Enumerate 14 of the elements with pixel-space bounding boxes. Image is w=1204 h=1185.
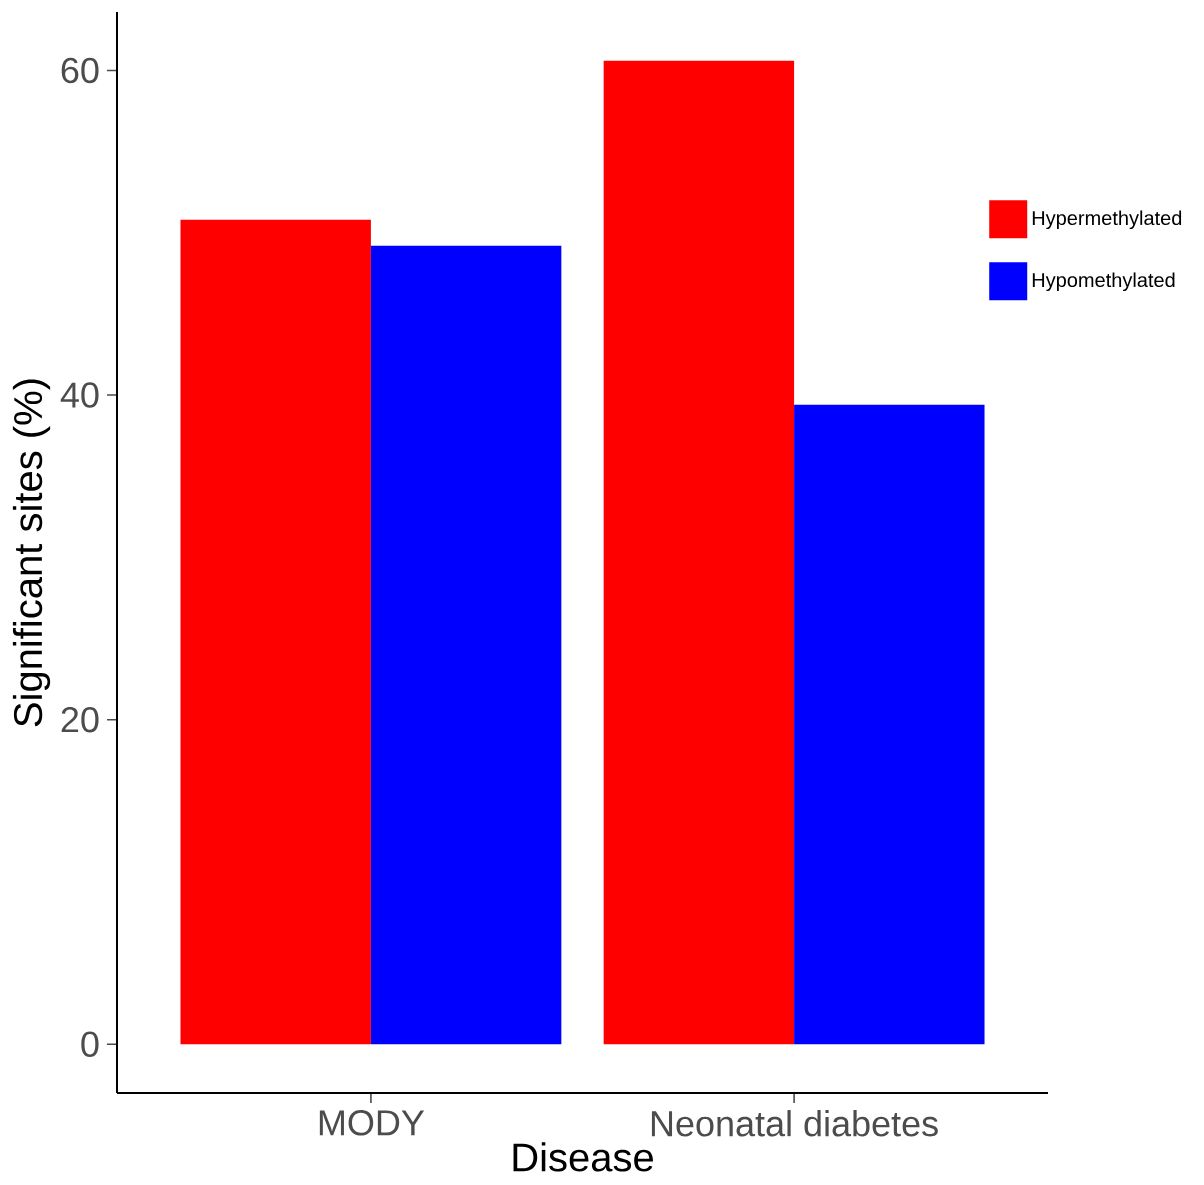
legend-label: Hypomethylated (1032, 272, 1175, 292)
x-tick-label: MODY (319, 1110, 425, 1136)
bar (180, 219, 371, 1045)
x-tick-label: Neonatal diabetes (651, 1110, 938, 1137)
y-tick-label: 20 (61, 706, 99, 733)
y-tick-label: 60 (61, 57, 99, 84)
x-axis-title: Disease (513, 1142, 653, 1172)
y-tick-label: 40 (60, 382, 99, 408)
bar (370, 245, 562, 1045)
legend-label: Hypermethylated (1032, 210, 1182, 230)
y-tick-label: 0 (81, 1031, 99, 1058)
bar (603, 60, 795, 1045)
bar (794, 404, 985, 1045)
y-axis-title: Significant sites (%) (12, 379, 51, 727)
